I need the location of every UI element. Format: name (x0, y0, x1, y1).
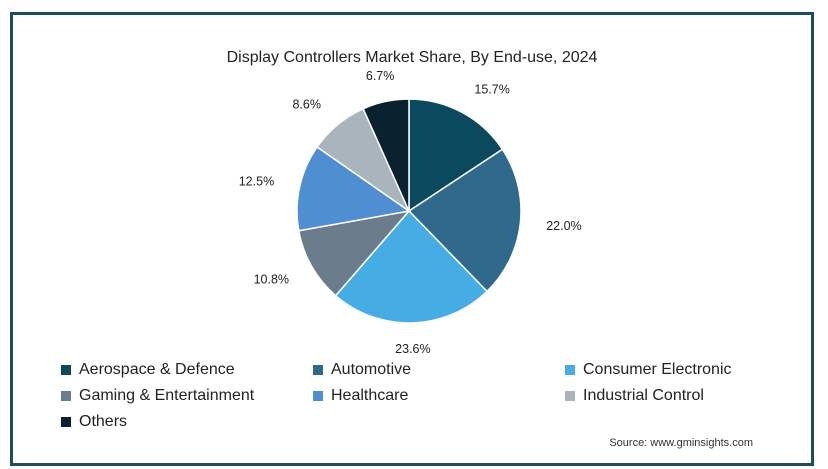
pie-slice-2 (407, 148, 522, 293)
legend-label: Gaming & Entertainment (79, 387, 255, 404)
data-label-3: 23.6% (395, 342, 430, 356)
legend-swatch (61, 365, 71, 375)
pie-chart: 15.7% 22.0% 23.6% 10.8% 12.5% 8.6% 6.7% (239, 69, 582, 356)
legend-item-4: Gaming & Entertainment (61, 385, 313, 407)
legend-label: Consumer Electronic (583, 361, 732, 378)
legend-swatch (565, 365, 575, 375)
data-label-5: 12.5% (239, 175, 274, 189)
pie-slice-4 (297, 209, 411, 297)
legend-swatch (313, 391, 323, 401)
pie-slice-1 (408, 98, 504, 213)
data-label-1: 15.7% (474, 82, 509, 96)
data-label-7: 6.7% (366, 69, 395, 83)
chart-legend: Aerospace & Defence Automotive Consumer El… (61, 359, 781, 433)
legend-item-1: Aerospace & Defence (61, 359, 313, 381)
chart-frame: Display Controllers Market Share, By End… (10, 12, 814, 466)
legend-label: Healthcare (331, 387, 409, 404)
pie-slice-7 (362, 98, 410, 212)
chart-title: Display Controllers Market Share, By End… (226, 49, 598, 66)
legend-item-6: Industrial Control (565, 385, 785, 407)
source-note: Source: www.gminsights.com (609, 437, 753, 449)
legend-swatch (565, 391, 575, 401)
legend-item-7: Others (61, 411, 313, 433)
legend-label: Automotive (331, 361, 412, 378)
legend-label: Others (79, 413, 128, 430)
legend-label: Aerospace & Defence (79, 361, 235, 378)
legend-item-2: Automotive (313, 359, 565, 381)
data-label-2: 22.0% (546, 219, 581, 233)
data-label-4: 10.8% (254, 272, 289, 286)
legend-swatch (61, 391, 71, 401)
pie-slice-3 (334, 209, 489, 324)
legend-swatch (313, 365, 323, 375)
data-label-6: 8.6% (292, 98, 321, 112)
legend-item-5: Healthcare (313, 385, 565, 407)
legend-label: Industrial Control (583, 387, 704, 404)
pie-slice-5 (296, 145, 411, 232)
legend-swatch (61, 417, 71, 427)
legend-item-3: Consumer Electronic (565, 359, 785, 381)
